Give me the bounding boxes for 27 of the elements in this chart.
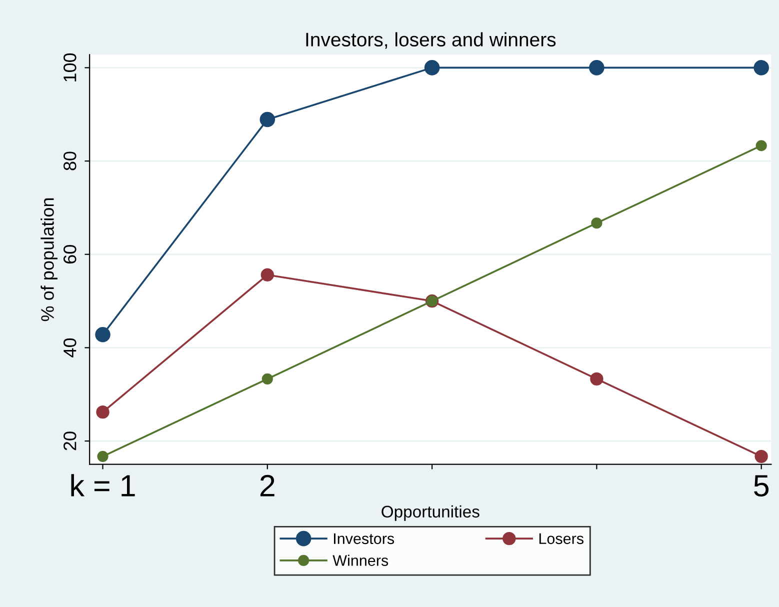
point xyxy=(262,373,273,385)
point xyxy=(756,140,767,152)
y-tick-label: 100 xyxy=(64,53,76,82)
legend-label: Winners xyxy=(332,554,388,566)
point xyxy=(97,450,108,462)
point xyxy=(96,405,110,419)
point xyxy=(754,60,769,76)
y-axis-title: % of population xyxy=(40,198,58,322)
legend-label: Investors xyxy=(334,533,394,544)
point xyxy=(590,372,604,386)
x-tick-label: 5 xyxy=(754,475,769,497)
point xyxy=(424,60,440,76)
y-tick-label: 20 xyxy=(64,432,76,450)
x-axis-title: Opportunities xyxy=(382,505,480,521)
point xyxy=(754,450,768,464)
x-tick-label: k = 1 xyxy=(71,474,135,496)
y-tick-label: 80 xyxy=(64,152,76,170)
point xyxy=(260,112,276,128)
chart-title: Investors, losers and winners xyxy=(306,32,556,49)
point xyxy=(260,268,274,282)
point xyxy=(589,60,604,76)
y-tick-label: 40 xyxy=(64,338,76,358)
x-tick-label: 2 xyxy=(260,474,274,496)
legend-label: Losers xyxy=(539,533,584,544)
point xyxy=(591,218,602,229)
point xyxy=(95,326,110,342)
y-tick-label: 60 xyxy=(64,245,76,264)
